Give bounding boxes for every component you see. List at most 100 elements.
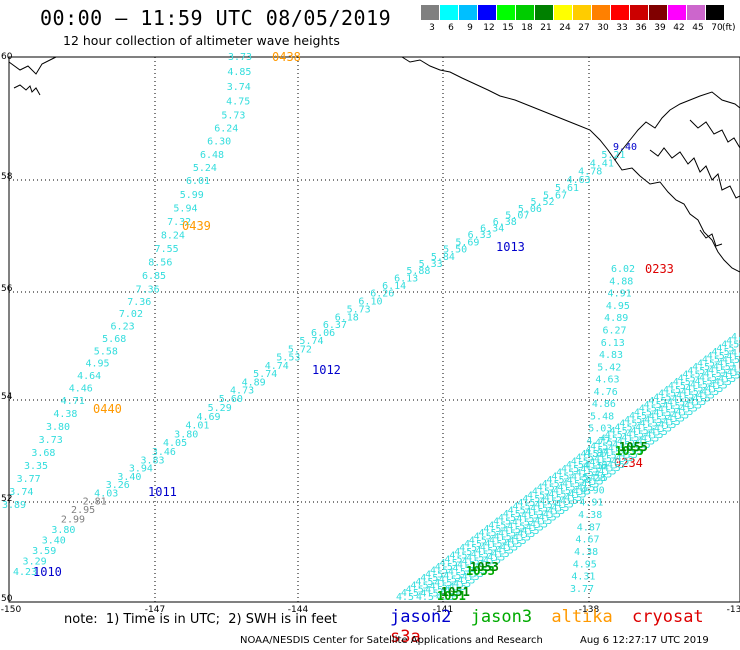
swh-value-dense-swath: 4.5: [462, 572, 480, 583]
swh-value-cryosat: 5.03: [588, 424, 612, 435]
swh-value-dense-swath: 4.5: [557, 482, 575, 493]
swh-value-dense-swath: 4.5: [598, 466, 616, 477]
swh-value-dense-swath: 4.5: [567, 475, 585, 486]
swh-value-altika: 3.74: [9, 487, 33, 498]
swh-value-dense-swath: 4.5: [620, 450, 638, 461]
swh-value-dense-swath: 4.5: [469, 535, 487, 546]
swh-value-dense-swath: 4.5: [487, 552, 505, 563]
swh-value-dense-swath: 4.5: [521, 526, 539, 537]
swh-value-dense-swath: 4.5: [688, 397, 706, 408]
swh-value-dense-swath: 4.5: [498, 528, 516, 539]
swh-value-dense-swath: 4.5: [504, 539, 522, 550]
swh-value-dense-swath: 4.5: [663, 385, 681, 396]
swh-value-dense-swath: 4.5: [594, 470, 612, 481]
swh-value-jason2: 6.38: [493, 217, 517, 228]
swh-value-dense-swath: 4.5: [644, 415, 662, 426]
swh-value-altika: 5.99: [180, 190, 204, 201]
swh-value-dense-swath: 4.5: [509, 536, 527, 547]
swh-value-cryosat: 4.63: [595, 375, 619, 386]
swh-value-dense-swath: 4.5: [682, 370, 700, 381]
scale-swatch: [497, 5, 516, 20]
time-label-jason3: 1055: [615, 444, 644, 458]
longitude-label: -141: [433, 605, 453, 615]
swh-value-dense-swath: 4.5: [712, 347, 730, 358]
swh-value-dense-swath: 4.5: [522, 494, 540, 505]
swh-value-jason2: 6.06: [311, 328, 335, 339]
latitude-label: 52: [1, 494, 12, 504]
swh-value-dense-swath: 4.5: [479, 528, 497, 539]
swh-value-jason2: 5.52: [530, 197, 554, 208]
swh-value-dense-swath: 4.5: [542, 479, 560, 490]
swh-value-altika: 5.73: [221, 111, 245, 122]
swh-value-altika: 6.85: [142, 271, 166, 282]
swh-value-altika: 3.68: [31, 448, 55, 459]
swh-value-dense-swath: 4.5: [649, 412, 667, 423]
swh-value-dense-swath: 4.5: [726, 336, 740, 347]
swh-value-dense-swath: 4.5: [586, 476, 604, 487]
swh-value-dense-swath: 4.5: [421, 588, 439, 599]
swh-value-dense-swath: 4.5: [619, 419, 637, 430]
swh-value-dense-swath: 4.5: [641, 433, 659, 444]
swh-value-jason2: 4.03: [94, 488, 118, 499]
swh-value-dense-swath: 4.5: [569, 490, 587, 501]
swh-value-dense-swath: 4.5: [521, 511, 539, 522]
swh-value-dense-swath: 4.5: [634, 407, 652, 418]
swh-value-dense-swath: 4.5: [544, 493, 562, 504]
swh-value-dense-swath: 4.5: [440, 589, 458, 600]
swh-value-dense-swath: 4.5: [667, 398, 685, 409]
swh-value-dense-swath: 4.5: [722, 355, 740, 366]
swh-value-dense-swath: 4.5: [415, 577, 433, 588]
swh-value-jason2: 3.26: [106, 480, 130, 491]
swh-value-jason2: 6.33: [468, 230, 492, 241]
swh-value-dense-swath: 4.5: [721, 340, 739, 351]
latitude-label: 58: [1, 172, 13, 182]
swh-value-dense-swath: 4.5: [530, 519, 548, 530]
swh-value-dense-swath: 4.5: [603, 447, 621, 458]
swh-value-cryosat: 5.28: [582, 473, 606, 484]
swh-value-cryosat: 4.95: [573, 559, 597, 570]
time-label-jason3: 1053: [470, 560, 499, 574]
swh-value-dense-swath: 4.5: [546, 475, 564, 486]
swh-value-dense-swath: 4.5: [653, 392, 671, 403]
swh-value-dense-swath: 4.5: [513, 533, 531, 544]
swh-value-dense-swath: 4.5: [416, 592, 434, 603]
swh-value-dense-swath: 4.5: [594, 454, 612, 465]
swh-value-dense-swath: 4.5: [639, 404, 657, 415]
swh-value-dense-swath: 4.5: [539, 513, 557, 524]
scale-swatch: [535, 5, 554, 20]
swh-value-dense-swath: 4.5: [668, 381, 686, 392]
swh-value-jason2: 4.69: [196, 412, 220, 423]
swh-value-dense-swath: 4.5: [512, 518, 530, 529]
swh-value-dense-swath: 4.5: [492, 549, 510, 560]
time-label-cryosat: 0233: [645, 262, 674, 276]
swh-value-dense-swath: 4.5: [580, 465, 598, 476]
swh-value-dense-swath: 4.5: [731, 364, 740, 375]
scale-swatch: [516, 5, 535, 20]
swh-value-altika: 3.77: [17, 474, 41, 485]
swh-value-dense-swath: 4.5: [705, 384, 723, 395]
swh-value-altika: 3.73: [228, 52, 252, 63]
swh-value-dense-swath: 4.5: [449, 551, 467, 562]
swh-value-dense-swath: 4.5: [690, 380, 708, 391]
swh-value-altika: 3.74: [227, 82, 251, 93]
swh-value-cryosat: 4.36: [583, 461, 607, 472]
scale-swatch: [687, 5, 706, 20]
swh-value-dense-swath: 4.5: [678, 373, 696, 384]
swh-value-altika: 7.36: [136, 285, 160, 296]
swh-value-jason2: 5.73: [347, 304, 371, 315]
graticule: [9, 57, 740, 602]
swh-value-dense-swath: 4.5: [564, 493, 582, 504]
time-label-cryosat: 0234: [614, 456, 643, 470]
swh-value-jason2: 3.83: [140, 455, 164, 466]
swh-value-jason2: 4.41: [590, 158, 614, 169]
swh-value-dense-swath: 4.5: [453, 579, 471, 590]
swh-value-dense-swath: 4.5: [526, 507, 544, 518]
swh-value-altika: 4.71: [61, 396, 85, 407]
swh-value-jason2: 5.88: [406, 266, 430, 277]
swh-value-jason2: 2.81: [83, 497, 107, 508]
swh-value-dense-swath: 4.5: [680, 404, 698, 415]
swh-value-altika: 3.89: [2, 500, 26, 511]
swh-value-dense-swath: 4.5: [731, 348, 740, 359]
longitude-label: -13: [727, 605, 740, 615]
